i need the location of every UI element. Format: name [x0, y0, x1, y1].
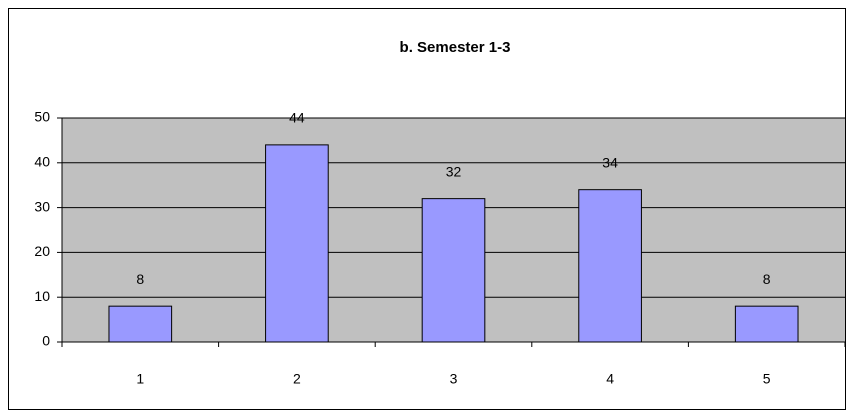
y-tick-label: 30 [34, 198, 50, 214]
data-label: 8 [763, 271, 771, 287]
bar [265, 144, 329, 343]
y-tick-label: 50 [34, 109, 50, 125]
bar [421, 198, 486, 343]
data-label: 8 [136, 271, 144, 287]
x-tick-label: 3 [450, 371, 458, 387]
chart-title: b. Semester 1-3 [400, 39, 511, 56]
data-label: 32 [446, 163, 462, 179]
data-label: 44 [289, 110, 305, 126]
x-tick-label: 1 [136, 371, 144, 387]
y-tick-label: 20 [34, 243, 50, 259]
bar [578, 189, 642, 343]
x-tick-label: 5 [763, 371, 771, 387]
y-tick-label: 40 [34, 154, 50, 170]
y-tick-label: 0 [42, 333, 50, 349]
bar [734, 305, 799, 343]
x-tick-label: 4 [606, 371, 614, 387]
bar [108, 305, 173, 343]
data-label: 34 [602, 154, 618, 170]
x-tick-label: 2 [293, 371, 301, 387]
y-tick-label: 10 [34, 288, 50, 304]
